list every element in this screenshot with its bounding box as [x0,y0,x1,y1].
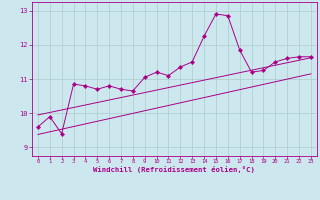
X-axis label: Windchill (Refroidissement éolien,°C): Windchill (Refroidissement éolien,°C) [93,166,255,173]
